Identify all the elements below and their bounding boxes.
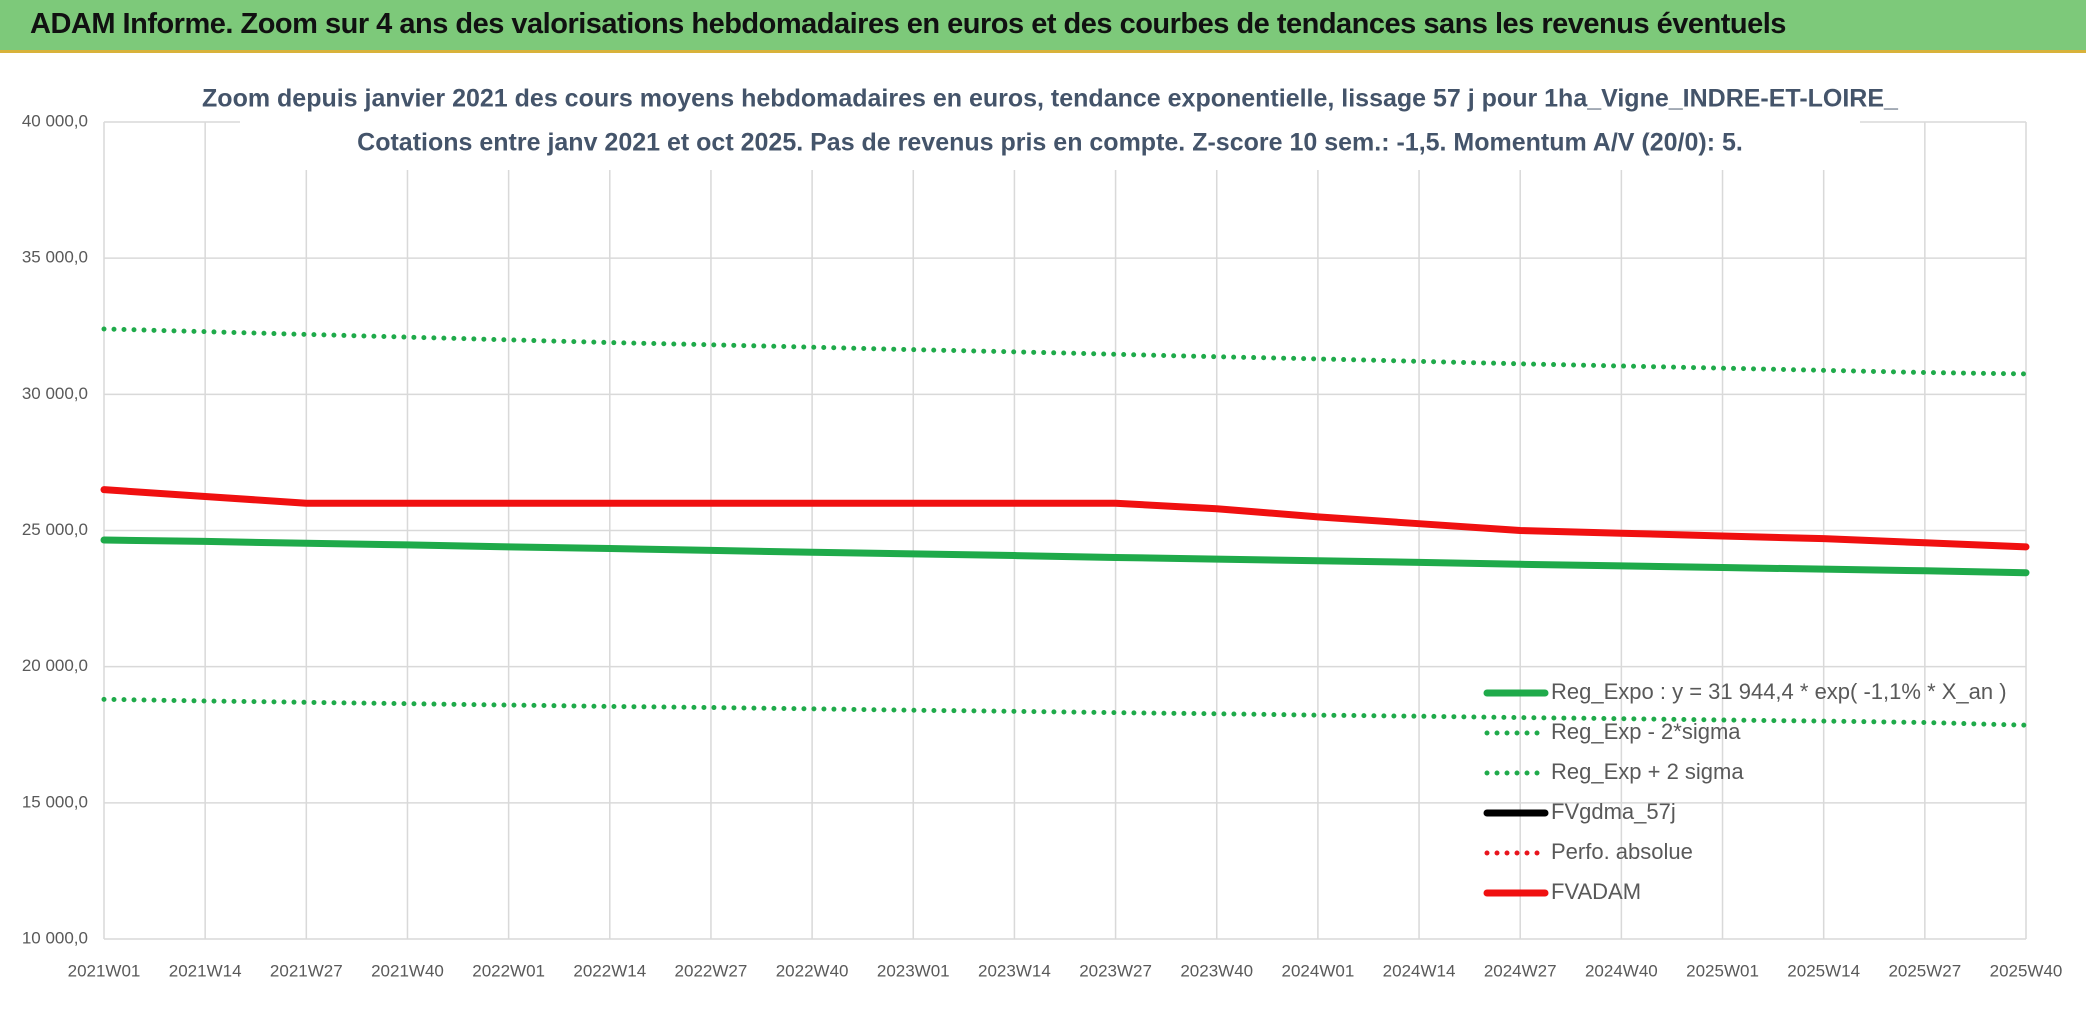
- x-tick-label: 2024W01: [1282, 961, 1355, 980]
- legend-label: Perfo. absolue: [1551, 839, 1693, 864]
- y-tick-label: 30 000,0: [22, 384, 88, 403]
- x-tick-label: 2023W14: [978, 961, 1051, 980]
- chart-title: Zoom depuis janvier 2021 des cours moyen…: [202, 85, 1899, 113]
- x-tick-label: 2022W14: [573, 961, 646, 980]
- x-tick-label: 2022W01: [472, 961, 545, 980]
- legend-label: Reg_Exp + 2 sigma: [1551, 759, 1744, 784]
- series-line: [101, 696, 2029, 728]
- y-tick-label: 35 000,0: [22, 248, 88, 267]
- y-tick-label: 25 000,0: [22, 520, 88, 539]
- legend-label: FVgdma_57j: [1551, 799, 1676, 824]
- x-tick-label: 2025W40: [1990, 961, 2063, 980]
- y-tick-label: 40 000,0: [22, 111, 88, 130]
- x-tick-label: 2023W01: [877, 961, 950, 980]
- series-line: [100, 486, 2030, 551]
- y-tick-label: 20 000,0: [22, 656, 88, 675]
- x-tick-label: 2025W27: [1888, 961, 1961, 980]
- chart: Zoom depuis janvier 2021 des cours moyen…: [22, 75, 2063, 980]
- x-tick-label: 2021W14: [169, 961, 242, 980]
- x-tick-label: 2023W27: [1079, 961, 1152, 980]
- header-title: ADAM Informe. Zoom sur 4 ans des valoris…: [30, 8, 1786, 40]
- x-tick-label: 2021W27: [270, 961, 343, 980]
- header: ADAM Informe. Zoom sur 4 ans des valoris…: [0, 0, 2086, 53]
- chart-subtitle: Cotations entre janv 2021 et oct 2025. P…: [357, 129, 1743, 157]
- series-line: [101, 326, 2029, 377]
- x-tick-label: 2024W27: [1484, 961, 1557, 980]
- x-tick-label: 2024W14: [1383, 961, 1456, 980]
- legend-label: Reg_Exp - 2*sigma: [1551, 719, 1741, 744]
- series-line: [100, 536, 2030, 577]
- x-tick-label: 2025W01: [1686, 961, 1759, 980]
- x-tick-label: 2023W40: [1180, 961, 1253, 980]
- x-tick-label: 2021W40: [371, 961, 444, 980]
- x-tick-label: 2024W40: [1585, 961, 1658, 980]
- x-tick-label: 2025W14: [1787, 961, 1860, 980]
- x-tick-label: 2021W01: [68, 961, 141, 980]
- y-tick-label: 10 000,0: [22, 928, 88, 947]
- title-bg: [240, 75, 1860, 170]
- y-tick-label: 15 000,0: [22, 792, 88, 811]
- legend-label: FVADAM: [1551, 879, 1641, 904]
- x-tick-label: 2022W40: [776, 961, 849, 980]
- legend-label: Reg_Expo : y = 31 944,4 * exp( -1,1% * X…: [1551, 679, 2007, 704]
- x-tick-label: 2022W27: [675, 961, 748, 980]
